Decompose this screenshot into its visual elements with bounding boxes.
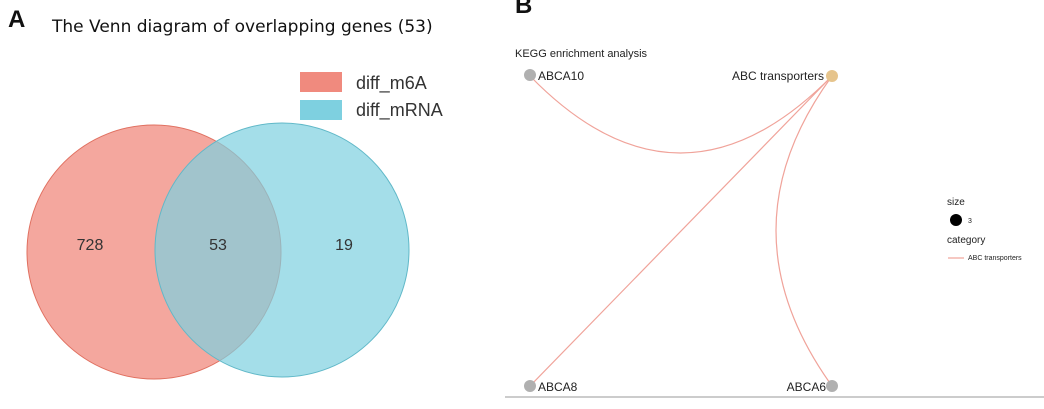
node-abca8: [524, 380, 536, 392]
node-label-abca6: ABCA6: [787, 380, 827, 394]
venn-title: The Venn diagram of overlapping genes (5…: [52, 17, 433, 37]
panel-b-letter: B: [515, 0, 533, 19]
edge-abc-transporters-abca6: [775, 75, 833, 387]
legend-category-item: ABC transporters: [968, 255, 1022, 262]
kegg-title: KEGG enrichment analysis: [515, 48, 648, 60]
venn-diagram: diff_m6A diff_mRNA 728 53 19: [26, 72, 443, 380]
legend-label-diff-m6a: diff_m6A: [356, 73, 427, 94]
venn-count-mrna-only: 19: [335, 237, 353, 254]
node-abca10: [524, 69, 536, 81]
network-legend: size 3 category ABC transporters: [947, 197, 1022, 262]
legend-category-title: category: [947, 235, 985, 246]
legend-size-value: 3: [968, 218, 972, 225]
edge-abc-transporters-abca8: [529, 75, 833, 387]
venn-circle-diff-mrna: [154, 122, 410, 378]
node-label-abc-transporters: ABC transporters: [732, 69, 824, 83]
node-abc-transporters: [826, 70, 838, 82]
legend-size-title: size: [947, 197, 965, 208]
legend-size-dot: [950, 214, 962, 226]
panel-a-letter: A: [8, 6, 26, 33]
kegg-network: KEGG enrichment analysis ABCA10 ABC tran…: [505, 48, 1044, 398]
legend-label-diff-mrna: diff_mRNA: [356, 100, 443, 121]
legend-swatch-diff-m6a: [300, 72, 342, 92]
edge-abc-transporters-abca10: [529, 75, 833, 154]
node-label-abca10: ABCA10: [538, 69, 584, 83]
venn-count-m6a-only: 728: [77, 237, 104, 254]
venn-count-overlap: 53: [209, 237, 227, 254]
node-abca6: [826, 380, 838, 392]
legend-swatch-diff-mrna: [300, 100, 342, 120]
node-label-abca8: ABCA8: [538, 380, 578, 394]
